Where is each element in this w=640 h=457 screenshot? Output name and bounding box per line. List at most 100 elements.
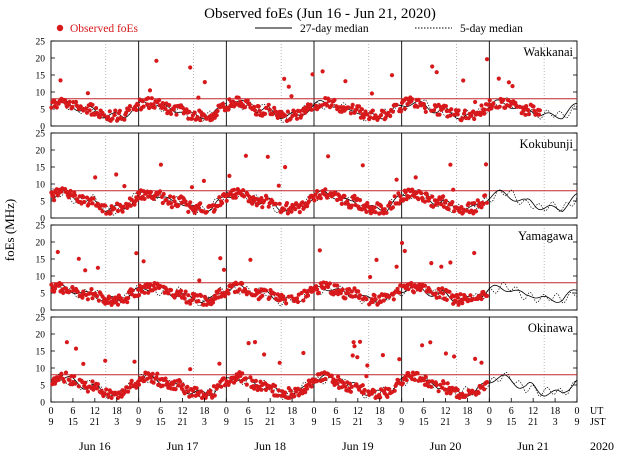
panel-yamagawa: 0 5 10 15 20 25 Yamagawa — [36, 222, 578, 317]
observed-point — [367, 205, 372, 210]
observed-point — [305, 204, 310, 209]
observed-point — [383, 115, 388, 120]
observed-point — [245, 98, 250, 103]
observed-point — [318, 196, 323, 201]
observed-point — [373, 297, 378, 302]
observed-point — [87, 108, 92, 113]
observed-point — [357, 339, 363, 344]
observed-point — [263, 288, 269, 293]
observed-point — [54, 105, 59, 110]
observed-point — [174, 112, 179, 117]
jst-tick-label: 3 — [290, 417, 295, 428]
observed-point — [413, 175, 418, 180]
observed-point — [59, 282, 64, 287]
observed-point — [117, 108, 122, 113]
ut-tick-label: 12 — [90, 406, 100, 417]
y-tick-label: 20 — [36, 331, 46, 341]
observed-point — [155, 371, 160, 376]
observed-point — [377, 294, 382, 299]
observed-point — [152, 105, 157, 110]
observed-point — [315, 189, 320, 194]
observed-point — [103, 203, 108, 208]
observed-point — [168, 201, 174, 206]
observed-point — [510, 84, 515, 89]
day-label: Jun 17 — [167, 439, 199, 453]
observed-point — [201, 178, 206, 183]
observed-point — [430, 194, 435, 199]
observed-point — [323, 376, 328, 382]
day-label: Jun 19 — [342, 439, 374, 453]
chart-title: Observed foEs (Jun 16 - Jun 21, 2020) — [204, 6, 436, 22]
station-name-yamagawa: Yamagawa — [518, 229, 573, 243]
observed-point — [85, 297, 90, 302]
observed-point — [439, 264, 444, 269]
observed-point — [365, 112, 370, 117]
observed-point — [312, 198, 317, 203]
observed-point — [276, 183, 281, 188]
observed-point — [283, 113, 288, 118]
observed-point — [67, 289, 72, 294]
observed-point — [104, 387, 109, 392]
observed-point — [127, 385, 132, 390]
observed-point — [531, 104, 536, 109]
observed-point — [429, 261, 434, 266]
ut-tick-label: 18 — [199, 406, 209, 417]
observed-point — [270, 389, 275, 394]
observed-point — [220, 201, 225, 206]
observed-point — [84, 106, 89, 111]
observed-point — [421, 378, 426, 383]
observed-point — [434, 382, 439, 388]
observed-point — [136, 293, 142, 298]
observed-point — [267, 295, 272, 300]
jst-tick-label: 15 — [68, 417, 78, 428]
observed-point — [248, 375, 253, 380]
observed-point — [483, 162, 489, 167]
observed-point — [226, 291, 231, 296]
observed-point — [114, 299, 119, 304]
observed-point — [455, 112, 460, 117]
observed-point — [132, 359, 137, 364]
observed-point — [211, 384, 216, 389]
observed-point — [89, 287, 94, 292]
observed-point — [81, 361, 86, 366]
observed-point — [246, 341, 251, 346]
observed-point — [332, 97, 337, 103]
observed-point — [315, 287, 320, 292]
jst-tick-label: 21 — [90, 417, 100, 428]
observed-point — [91, 387, 96, 392]
observed-point — [244, 382, 249, 387]
observed-point — [157, 189, 163, 194]
ut-tick-label: 12 — [353, 406, 363, 417]
ut-tick-label: 6 — [158, 406, 163, 417]
observed-point — [364, 374, 369, 379]
observed-point — [219, 384, 224, 389]
observed-point — [67, 99, 72, 104]
observed-point — [243, 153, 248, 158]
observed-point — [76, 384, 81, 389]
observed-point — [228, 379, 233, 384]
panel-okinawa: 0 5 10 15 20 25 Okinawa — [36, 314, 578, 409]
observed-point — [241, 194, 247, 199]
day-label: Jun 20 — [430, 439, 462, 453]
observed-point — [403, 374, 408, 379]
jst-tick-label: 9 — [487, 417, 492, 428]
observed-point — [308, 102, 313, 107]
ut-tick-label: 0 — [575, 406, 580, 417]
observed-point — [323, 187, 328, 192]
observed-point — [349, 384, 354, 389]
observed-point — [453, 299, 458, 304]
observed-point — [148, 189, 153, 195]
jst-tick-label: 21 — [265, 417, 275, 428]
panel-wakkanai: 0 5 10 15 20 25 Wakkanai — [36, 38, 578, 133]
observed-point — [263, 105, 269, 110]
ut-tick-label: 6 — [509, 406, 514, 417]
observed-point — [479, 205, 484, 210]
observed-point — [108, 211, 113, 216]
observed-point — [309, 107, 314, 112]
observed-point — [314, 284, 319, 289]
observed-point — [142, 290, 147, 295]
observed-point — [476, 390, 481, 396]
observed-point — [121, 204, 126, 209]
observed-point — [204, 209, 209, 215]
observed-point — [147, 88, 153, 93]
